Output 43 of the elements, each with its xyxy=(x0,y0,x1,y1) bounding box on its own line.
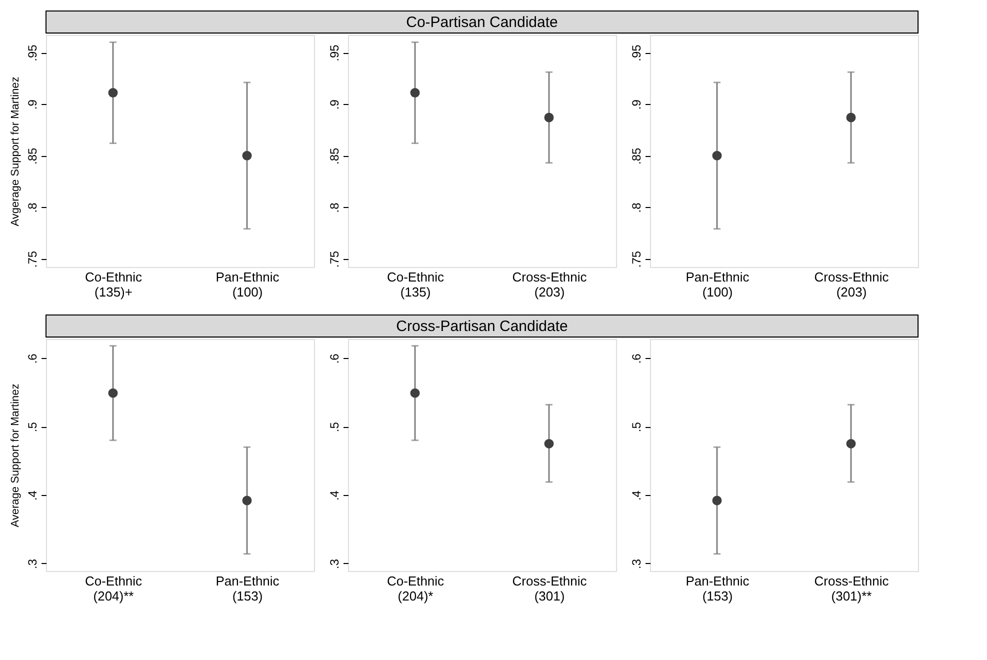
chart-title: Cross-Partisan Candidate xyxy=(396,318,568,335)
x-tick-label: Co-Ethnic (204)** xyxy=(84,574,143,604)
x-tick-label: Co-Ethnic (135)+ xyxy=(84,270,143,300)
x-tick-label: Co-Ethnic (204)* xyxy=(386,574,445,604)
y-tick-label: .3 xyxy=(630,558,644,569)
x-tick-label: Co-Ethnic (135) xyxy=(386,270,445,300)
y-tick-label: .75 xyxy=(328,250,342,268)
x-tick-label: Pan-Ethnic (100) xyxy=(686,270,750,300)
y-tick-label: .4 xyxy=(630,490,644,501)
x-tick-label: Pan-Ethnic (153) xyxy=(216,574,280,604)
chart-title: Co-Partisan Candidate xyxy=(406,14,558,31)
y-tick-label: .95 xyxy=(630,44,644,62)
y-tick-label: .75 xyxy=(26,250,40,268)
y-tick-label: .6 xyxy=(630,353,644,364)
y-tick-label: .9 xyxy=(328,99,342,110)
y-tick-label: .9 xyxy=(26,99,40,110)
y-tick-label: .4 xyxy=(26,490,40,501)
y-tick-label: .5 xyxy=(630,422,644,432)
y-axis-title: Average Support for Martinez xyxy=(10,384,22,528)
y-axis-title: Avgerage Support for Martinez xyxy=(10,76,22,226)
y-tick-label: .5 xyxy=(328,422,342,432)
y-tick-label: .6 xyxy=(26,353,40,364)
y-tick-label: .95 xyxy=(328,44,342,62)
y-tick-label: .3 xyxy=(328,558,342,569)
y-tick-label: .8 xyxy=(630,202,644,213)
x-tick-label: Pan-Ethnic (153) xyxy=(686,574,750,604)
x-tick-label: Cross-Ethnic (301) xyxy=(512,574,588,604)
y-tick-label: .85 xyxy=(26,147,40,164)
y-tick-label: .8 xyxy=(26,202,40,213)
y-tick-label: .5 xyxy=(26,422,40,432)
x-tick-label: Pan-Ethnic (100) xyxy=(216,270,280,300)
y-tick-label: .3 xyxy=(26,558,40,569)
y-tick-label: .75 xyxy=(630,250,644,268)
y-tick-label: .85 xyxy=(328,147,342,164)
y-tick-label: .6 xyxy=(328,353,342,364)
y-tick-label: .4 xyxy=(328,490,342,501)
x-tick-label: Cross-Ethnic (203) xyxy=(512,270,588,300)
y-tick-label: .8 xyxy=(328,202,342,213)
y-tick-label: .95 xyxy=(26,44,40,62)
y-tick-label: .85 xyxy=(630,147,644,164)
x-tick-label: Cross-Ethnic (203) xyxy=(814,270,890,300)
y-tick-label: .9 xyxy=(630,99,644,110)
x-tick-label: Cross-Ethnic (301)** xyxy=(814,574,890,604)
